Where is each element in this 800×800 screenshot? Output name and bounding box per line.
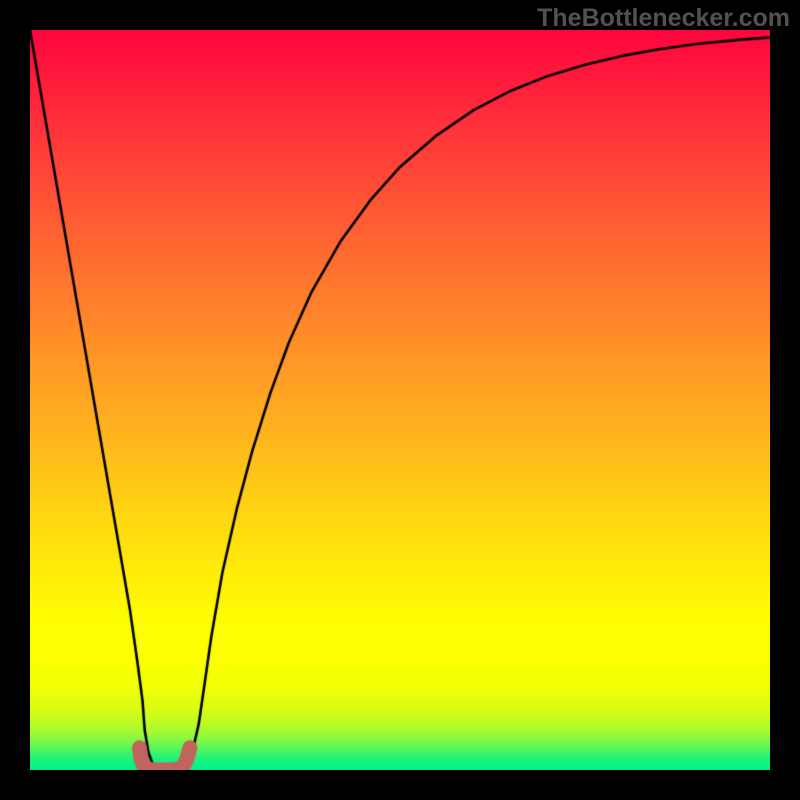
bottleneck-curve	[30, 30, 770, 770]
plot-area	[30, 30, 770, 770]
watermark-label: TheBottlenecker.com	[537, 4, 790, 33]
chart-outer: TheBottlenecker.com	[0, 0, 800, 800]
